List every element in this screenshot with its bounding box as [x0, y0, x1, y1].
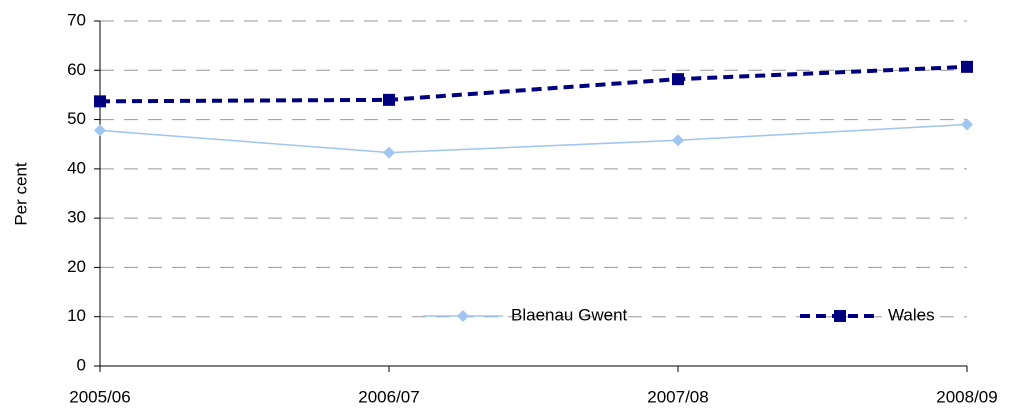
legend-label: Blaenau Gwent [511, 305, 628, 324]
x-tick-label: 2006/07 [358, 387, 419, 406]
legend-marker [457, 310, 469, 322]
data-point [961, 118, 973, 131]
y-tick-label: 50 [67, 109, 86, 128]
y-axis-label: Per cent [11, 162, 30, 226]
y-tick-label: 10 [67, 306, 86, 325]
legend-label: Wales [888, 305, 935, 324]
series-line [99, 64, 968, 104]
data-point [961, 60, 973, 73]
y-tick-label: 20 [67, 257, 86, 276]
y-tick-label: 0 [77, 355, 86, 374]
data-point [383, 146, 395, 159]
data-point [672, 134, 684, 147]
x-tick-label: 2005/06 [69, 387, 130, 406]
x-tick-label: 2007/08 [647, 387, 708, 406]
x-tick-label: 2008/09 [936, 387, 997, 406]
data-point [94, 124, 106, 137]
y-tick-label: 30 [67, 208, 86, 227]
y-tick-label: 70 [67, 10, 86, 29]
data-point [383, 93, 395, 106]
series-line [99, 123, 968, 154]
legend-marker [834, 310, 846, 322]
y-tick-label: 60 [67, 60, 86, 79]
data-point [672, 73, 684, 86]
data-point [94, 95, 106, 108]
y-tick-label: 40 [67, 158, 86, 177]
